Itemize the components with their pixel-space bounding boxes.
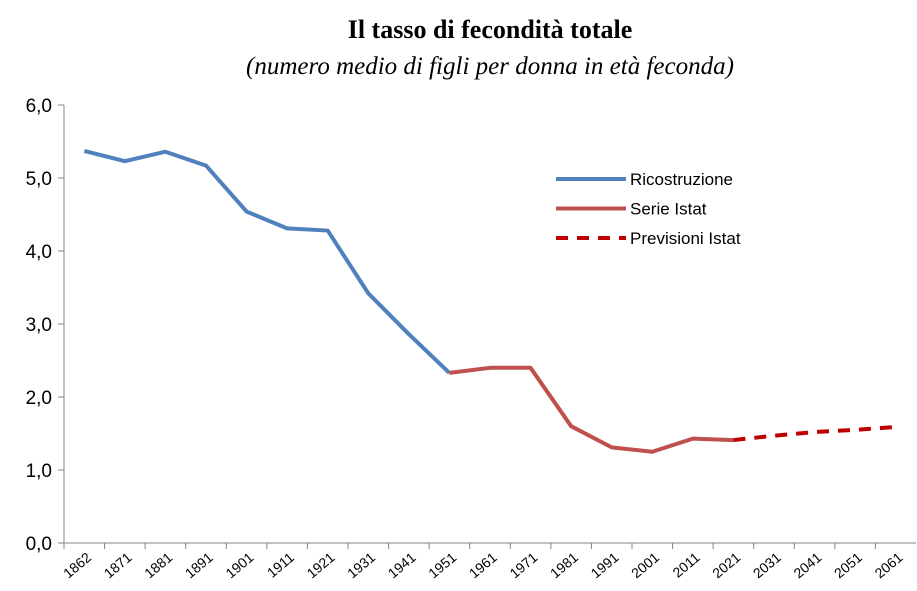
y-tick-label: 2,0 [26, 388, 52, 409]
x-tick-label: 1951 [425, 549, 459, 581]
legend-label: Previsioni Istat [630, 229, 741, 248]
x-tick-label: 2051 [831, 549, 865, 581]
x-tick-label: 2031 [750, 549, 784, 581]
y-tick-label: 4,0 [26, 242, 52, 263]
x-tick-label: 1921 [303, 549, 337, 581]
chart-title: Il tasso di fecondità totale [348, 15, 633, 44]
y-tick-label: 1,0 [26, 461, 52, 482]
y-tick-label: 6,0 [26, 96, 52, 117]
x-tick-label: 1981 [547, 549, 581, 581]
series-line [733, 424, 896, 443]
x-tick-label: 2041 [790, 549, 824, 581]
series-line [83, 149, 451, 375]
x-tick-label: 2011 [669, 549, 703, 581]
x-tick-label: 1901 [222, 549, 256, 581]
x-tick-label: 1971 [506, 549, 540, 581]
legend-label: Ricostruzione [630, 170, 733, 189]
x-tick-label: 1881 [141, 549, 175, 581]
chart-subtitle: (numero medio di figli per donna in età … [246, 53, 734, 80]
x-tick-label: 1941 [385, 549, 419, 581]
series-line [449, 365, 734, 454]
x-tick-label: 1931 [344, 549, 378, 581]
x-tick-label: 2001 [628, 549, 662, 581]
x-tick-label: 1891 [182, 549, 216, 581]
x-tick-label: 1991 [587, 549, 621, 581]
x-tick-label: 1871 [101, 549, 135, 581]
x-tick-label: 2021 [709, 549, 743, 581]
legend-label: Serie Istat [630, 200, 707, 219]
y-tick-label: 5,0 [26, 169, 52, 190]
x-tick-label: 1862 [60, 549, 94, 581]
x-tick-label: 2061 [871, 549, 905, 581]
x-tick-label: 1911 [264, 549, 298, 581]
y-tick-label: 0,0 [26, 534, 52, 555]
y-tick-label: 3,0 [26, 315, 52, 336]
x-tick-label: 1961 [466, 549, 500, 581]
